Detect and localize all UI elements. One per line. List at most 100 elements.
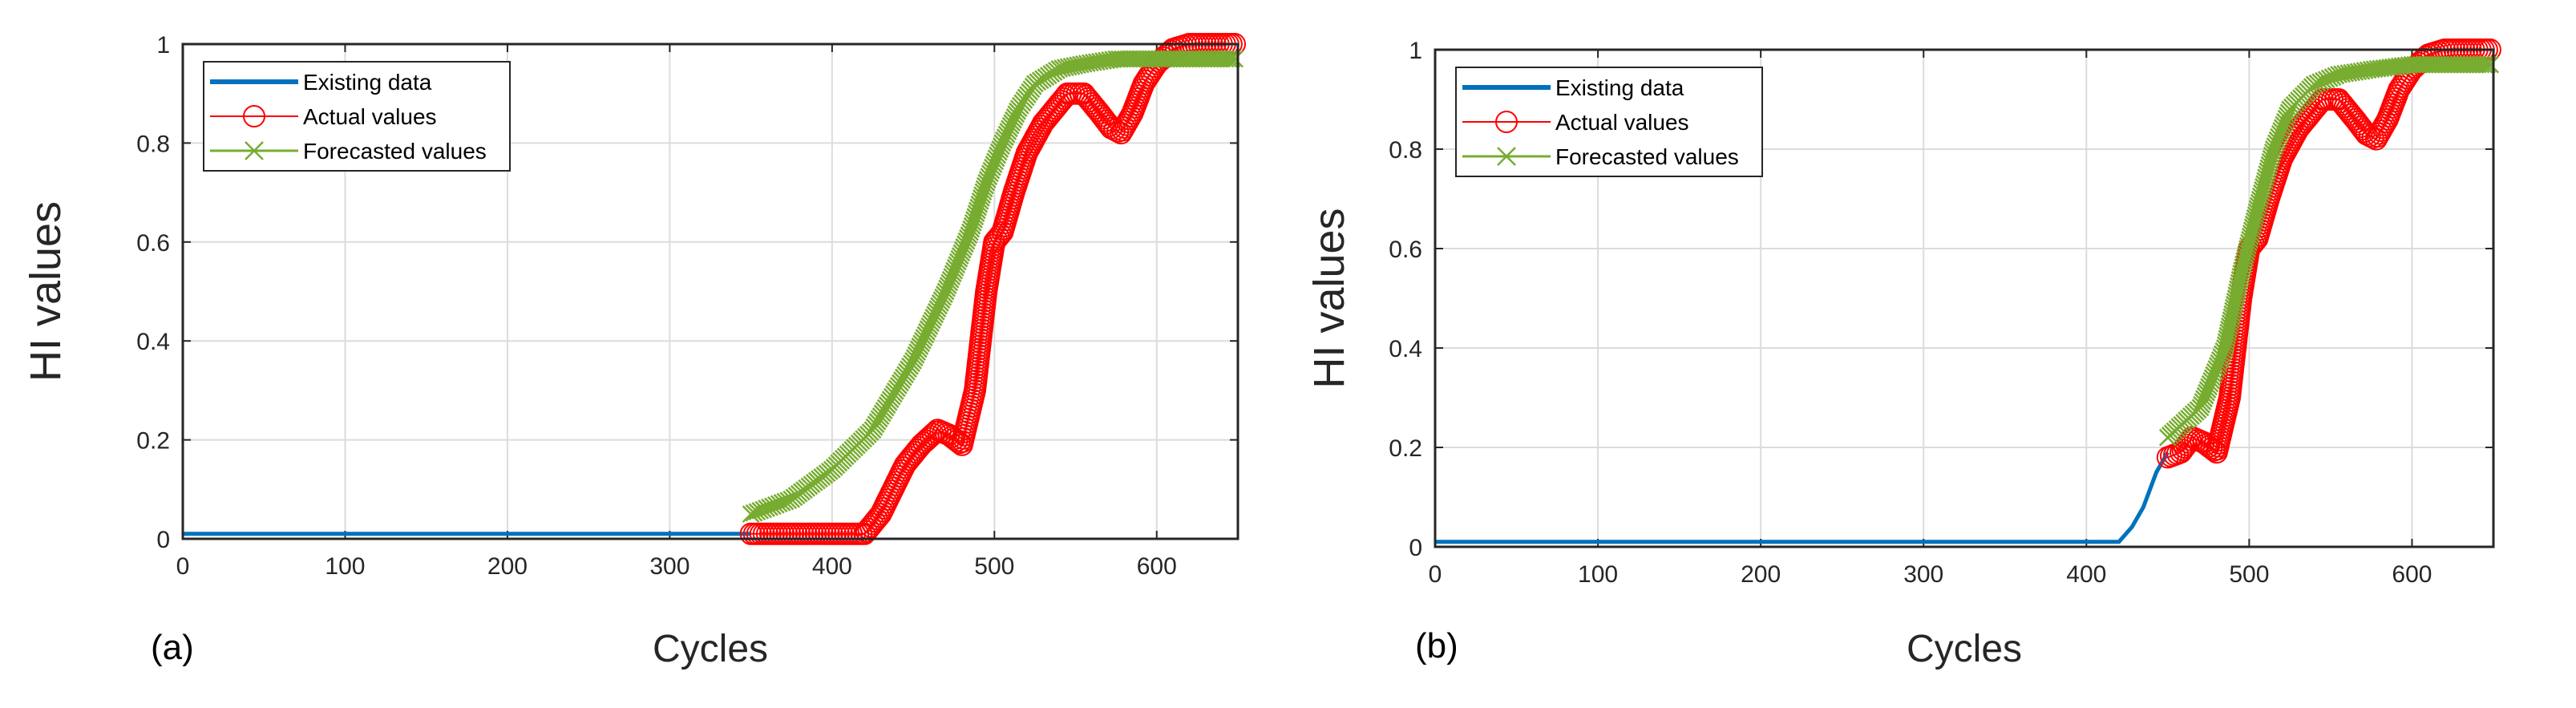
- legend-swatch-circle: [243, 105, 265, 127]
- y-tick-label: 0.8: [136, 131, 170, 157]
- data-point-x: [2210, 351, 2229, 369]
- legend: Existing data Actual values Forecasted val…: [1455, 67, 1763, 177]
- data-point-x: [997, 125, 1016, 144]
- data-point-x: [923, 311, 941, 330]
- data-point-x: [989, 143, 1008, 161]
- data-point-x: [916, 326, 935, 344]
- data-point-x: [2212, 348, 2230, 366]
- data-point-x: [991, 140, 1009, 158]
- data-point-x: [2305, 75, 2323, 94]
- x-tick-label: 100: [325, 553, 365, 580]
- data-point-x: [751, 502, 770, 520]
- data-point-x: [2201, 374, 2219, 393]
- data-point-x: [1001, 116, 1020, 135]
- legend-label: Existing data: [303, 70, 432, 95]
- data-point-x: [1226, 50, 1244, 68]
- data-point-x: [1007, 105, 1025, 123]
- data-point-x: [920, 317, 939, 335]
- data-point-x: [989, 146, 1007, 164]
- legend: Existing data Actual values Forecasted val…: [203, 61, 511, 172]
- data-point-x: [961, 223, 979, 241]
- panel-label: (a): [151, 628, 194, 667]
- data-point-x: [911, 338, 929, 355]
- chart-panel-a: 0 100 200 300 400 500 600 0 0.2 0.4 0.6 0.8 1 Existin…: [22, 32, 1246, 670]
- x-tick-label: 300: [1903, 561, 1943, 588]
- data-point-circle: [1103, 118, 1126, 141]
- data-point-x: [922, 314, 940, 332]
- data-point-x: [973, 189, 990, 207]
- data-point-x: [2270, 127, 2287, 146]
- x-tick-label: 100: [1578, 561, 1618, 588]
- data-point-x: [952, 244, 971, 262]
- x-tick-label: 400: [2066, 561, 2106, 588]
- data-point-x: [962, 220, 981, 238]
- data-point-x: [912, 334, 931, 353]
- data-point-x: [993, 137, 1010, 156]
- data-point-x: [945, 261, 964, 280]
- data-point-x: [2275, 115, 2293, 134]
- data-point-x: [964, 214, 982, 232]
- series-actual-values: [739, 33, 1246, 545]
- data-point-x: [2264, 140, 2283, 158]
- data-point-x: [761, 498, 778, 516]
- data-point-x: [2271, 125, 2289, 143]
- data-point-x: [2266, 137, 2284, 156]
- data-point-x: [2267, 134, 2285, 152]
- data-point-x: [2311, 73, 2330, 91]
- data-point-x: [2475, 55, 2493, 74]
- data-point-x: [2207, 360, 2226, 378]
- data-point-x: [987, 149, 1005, 168]
- legend-label: Actual values: [1555, 110, 1689, 135]
- series-forecasted-values: [742, 50, 1244, 523]
- data-point-x: [2323, 68, 2342, 86]
- data-point-x: [754, 500, 773, 519]
- data-point-x: [978, 171, 997, 188]
- data-point-x: [943, 268, 961, 285]
- legend-label: Actual values: [303, 104, 437, 129]
- series-existing-data: [1435, 451, 2170, 544]
- data-point-x: [915, 329, 933, 346]
- data-point-x: [2320, 69, 2339, 87]
- data-point-x: [2279, 107, 2296, 124]
- y-axis-label: HI values: [1305, 208, 1353, 388]
- data-point-x: [1001, 119, 1018, 138]
- y-tick-label: 0: [156, 527, 170, 553]
- data-point-x: [969, 198, 987, 216]
- data-point-x: [2315, 71, 2332, 90]
- y-tick-label: 0.2: [136, 428, 170, 455]
- data-point-x: [930, 297, 948, 315]
- data-point-x: [2277, 109, 2295, 127]
- data-point-x: [2196, 386, 2214, 405]
- data-point-circle: [1098, 114, 1121, 137]
- data-point-x: [928, 300, 947, 318]
- data-point-x: [2194, 393, 2212, 411]
- data-point-x: [2308, 74, 2327, 92]
- y-tick-label: 0.2: [1389, 435, 1422, 462]
- y-tick-label: 0.4: [136, 329, 170, 355]
- data-point-x: [2263, 144, 2282, 161]
- data-point-x: [955, 238, 973, 256]
- legend-swatch-circle: [1495, 111, 1518, 133]
- data-point-x: [984, 158, 1001, 176]
- x-tick-label: 600: [2392, 561, 2432, 588]
- data-point-x: [2198, 381, 2217, 399]
- data-point-x: [918, 323, 936, 341]
- data-point-x: [986, 152, 1004, 171]
- data-point-x: [1003, 114, 1021, 132]
- x-axis-label: Cycles: [653, 628, 768, 670]
- data-point-x: [977, 176, 994, 195]
- data-point-x: [779, 492, 798, 509]
- x-tick-label: 200: [487, 553, 528, 580]
- x-axis-label: Cycles: [1907, 628, 2022, 670]
- data-point-circle: [865, 508, 888, 531]
- y-tick-label: 0.6: [1389, 237, 1422, 263]
- x-tick-label: 300: [649, 553, 689, 580]
- y-axis-label: HI values: [22, 201, 70, 382]
- data-point-x: [2273, 119, 2291, 137]
- data-point-x: [968, 201, 986, 220]
- data-point-x: [963, 216, 981, 235]
- data-point-x: [950, 249, 969, 268]
- data-point-x: [981, 164, 999, 183]
- data-point-x: [966, 208, 985, 226]
- series-line: [1435, 451, 2170, 544]
